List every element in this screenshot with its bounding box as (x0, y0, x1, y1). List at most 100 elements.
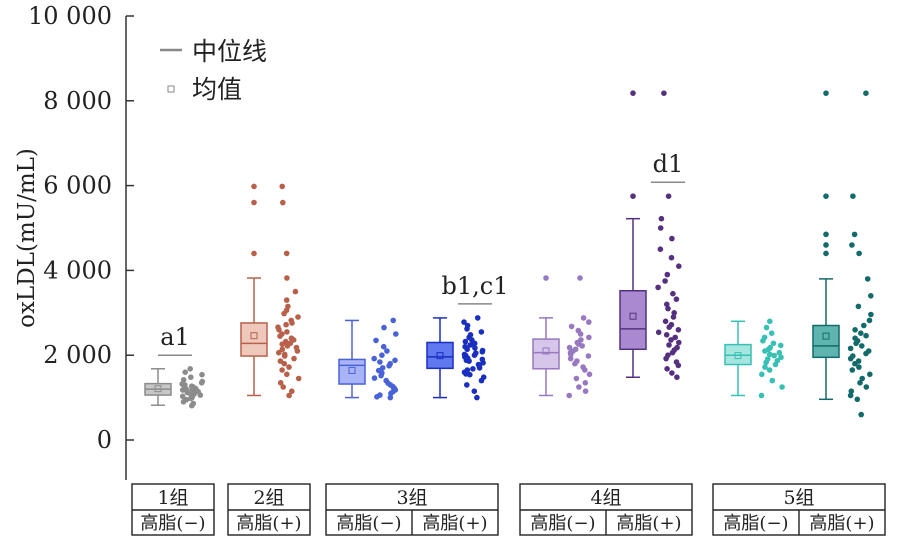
data-point (461, 351, 468, 358)
data-point (179, 393, 186, 400)
data-point (865, 348, 872, 354)
outlier-point (823, 250, 829, 257)
data-point (662, 278, 668, 284)
data-point (379, 352, 385, 359)
category-group-label: 5组 (783, 487, 814, 509)
data-point (286, 364, 292, 370)
data-point (852, 335, 858, 342)
data-point (847, 392, 854, 399)
box-iqr (426, 341, 454, 370)
outlier-point (251, 199, 257, 206)
data-point (463, 357, 470, 364)
data-point (858, 411, 864, 418)
y-tick-label: 6 000 (43, 172, 112, 200)
data-point (470, 341, 476, 348)
data-point (854, 396, 861, 403)
data-point (464, 382, 470, 388)
data-point (474, 394, 480, 401)
data-point (286, 392, 292, 399)
data-point (866, 317, 873, 324)
data-point (279, 183, 286, 190)
data-point (464, 322, 471, 329)
data-point (586, 334, 592, 341)
data-point (657, 246, 664, 252)
outlier-point (251, 250, 257, 257)
outlier-point (823, 231, 829, 238)
category-series-label: 高脂(−) (723, 513, 788, 534)
data-point (868, 311, 874, 318)
data-point (283, 297, 290, 303)
data-point (293, 344, 300, 351)
data-point (277, 380, 284, 386)
data-point (580, 364, 586, 370)
data-point (586, 371, 593, 378)
significance-label: d1 (653, 150, 684, 178)
data-point (778, 354, 784, 361)
y-tick-label: 10 000 (28, 2, 112, 30)
data-point (855, 303, 862, 310)
data-point (665, 193, 672, 199)
data-point (295, 375, 302, 382)
data-point (777, 342, 784, 349)
data-point (850, 193, 856, 199)
data-point (179, 381, 185, 387)
outlier-point (251, 183, 257, 190)
data-point (776, 349, 783, 356)
data-point (664, 271, 671, 278)
data-point (180, 377, 187, 383)
data-point (766, 351, 773, 358)
data-point (671, 310, 677, 316)
data-point (851, 231, 858, 238)
data-point (375, 367, 382, 374)
outlier-point (823, 90, 829, 96)
data-point (288, 317, 295, 324)
data-point (279, 367, 285, 373)
significance-label: a1 (160, 323, 190, 351)
data-point (199, 371, 205, 378)
data-point (672, 334, 678, 341)
data-point (655, 329, 662, 336)
data-point (285, 303, 291, 310)
category-series-label: 高脂(+) (616, 513, 681, 534)
data-point (567, 355, 574, 362)
data-point (478, 329, 485, 335)
category-series-label: 高脂(+) (809, 513, 874, 534)
outlier-point (823, 242, 829, 248)
data-point (585, 353, 592, 359)
data-point (759, 371, 765, 378)
category-group-label: 2组 (253, 487, 284, 509)
category-group-label: 3组 (396, 487, 427, 509)
data-point (863, 384, 870, 390)
data-point (373, 337, 379, 344)
mean-marker (154, 385, 162, 393)
box-iqr (619, 290, 647, 351)
data-point (387, 394, 394, 401)
data-point (479, 356, 486, 363)
series-5-2 (812, 90, 874, 418)
data-point (580, 315, 587, 321)
data-point (770, 340, 777, 347)
outlier-point (543, 275, 549, 281)
data-point (661, 90, 667, 96)
data-point (288, 335, 295, 342)
legend-label-mean: 均值 (192, 75, 242, 104)
data-point (280, 199, 286, 206)
data-point (566, 344, 573, 351)
data-point (847, 345, 854, 352)
data-point (676, 339, 682, 346)
data-point (572, 346, 579, 353)
data-point (766, 367, 773, 373)
data-point (758, 392, 765, 399)
data-point (670, 290, 676, 297)
data-point (384, 348, 390, 354)
data-point (864, 276, 871, 282)
data-point (666, 342, 672, 348)
data-point (279, 331, 285, 337)
data-point (849, 242, 855, 248)
data-point (462, 343, 468, 350)
legend-mean-square-icon (167, 85, 175, 93)
